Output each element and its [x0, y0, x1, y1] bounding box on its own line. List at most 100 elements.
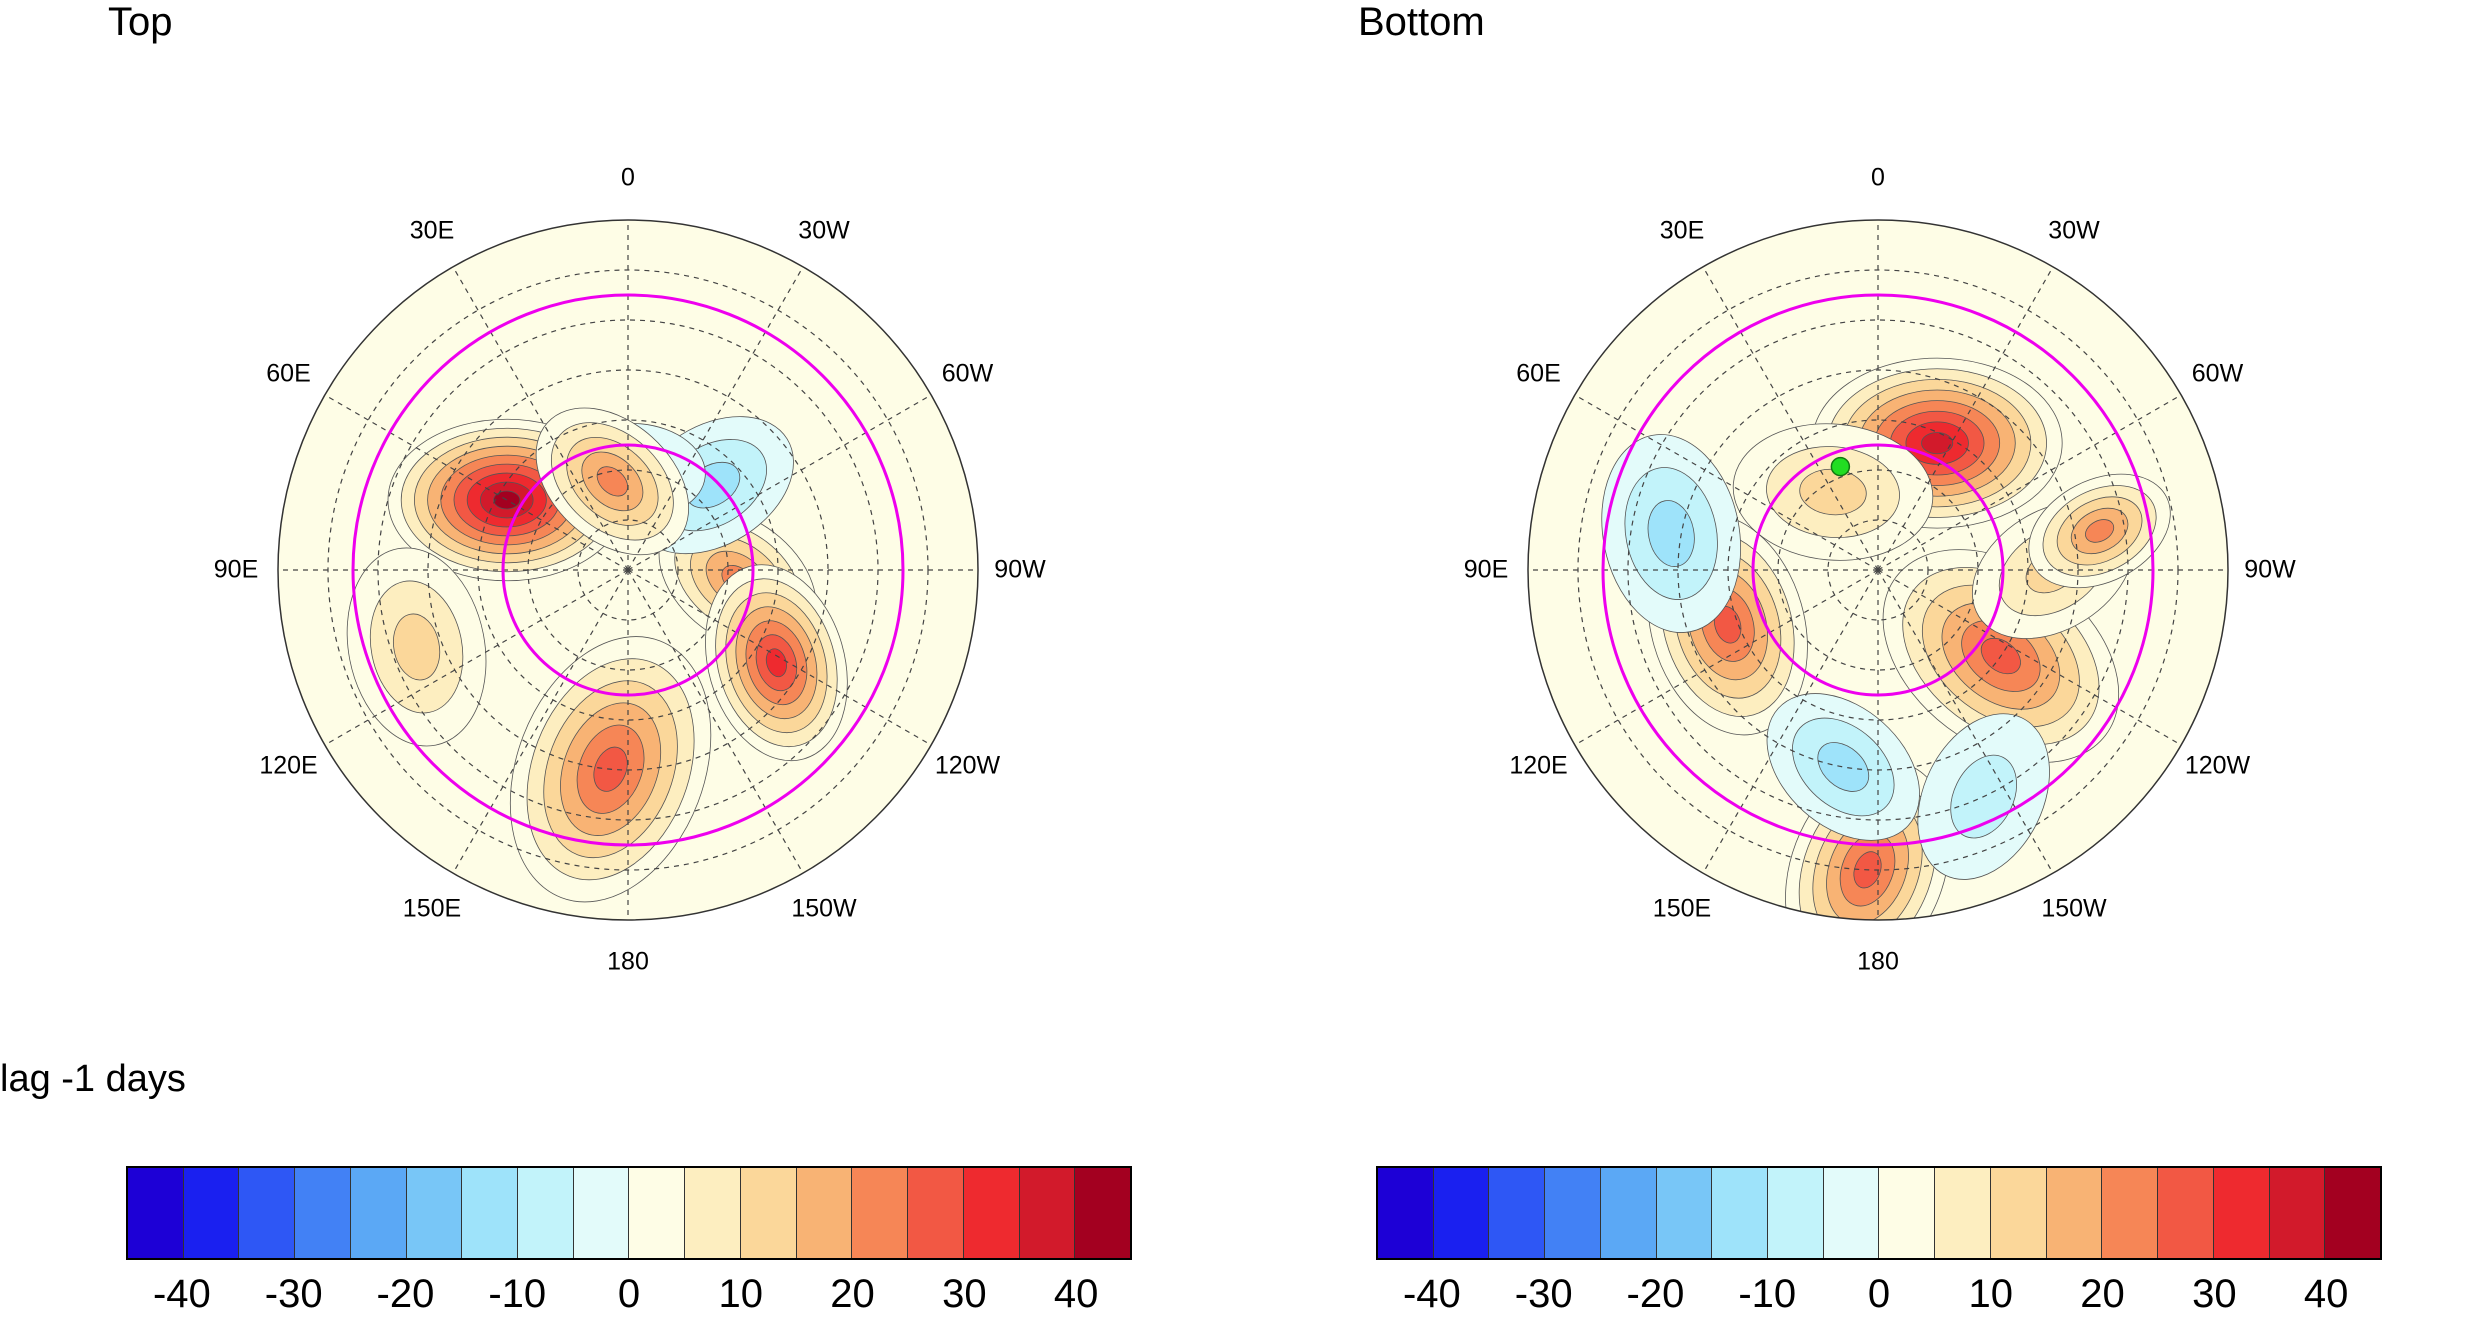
colorbar-tick-label: 20	[830, 1272, 875, 1316]
lon-label: 150E	[1652, 894, 1712, 923]
meridian-line	[452, 569, 629, 874]
lon-label: 30E	[409, 216, 455, 245]
colorbar-box	[2102, 1168, 2159, 1258]
lon-label: 120E	[1509, 751, 1568, 780]
colorbar-box	[1600, 1168, 1657, 1258]
meridian-line	[1574, 394, 1879, 571]
colorbar-box	[740, 1168, 797, 1258]
colorbar-box	[1656, 1168, 1713, 1258]
colorbar-tick-label: -20	[1626, 1272, 1685, 1316]
highlight-ring	[1751, 443, 2005, 697]
lon-label: 120E	[259, 751, 318, 780]
colorbar-box	[1075, 1168, 1130, 1258]
colorbar-box	[629, 1168, 686, 1258]
colorbar-tick-label: 40	[2303, 1272, 2349, 1316]
colorbar-box	[908, 1168, 964, 1258]
map-border	[277, 219, 979, 921]
colorbar-box	[1378, 1168, 1434, 1258]
colorbar-tick-label: -30	[264, 1272, 323, 1316]
colorbar-box	[128, 1168, 184, 1258]
colorbar-tick-label: 30	[2192, 1272, 2237, 1316]
colorbar-box	[1823, 1168, 1880, 1258]
colorbar-tick-label: -10	[488, 1272, 547, 1316]
lon-label: 60E	[1516, 359, 1561, 388]
meridian-line	[1702, 266, 1879, 571]
lon-label: 0	[621, 163, 635, 192]
meridian-line	[627, 266, 804, 571]
meridian-line	[1702, 569, 1879, 874]
lon-label: 180	[1857, 947, 1899, 976]
meridian-line	[324, 394, 629, 571]
lon-label: 150W	[791, 894, 857, 923]
colorbar-tick-label: -20	[376, 1272, 435, 1316]
meridian-line	[1877, 569, 2054, 874]
colorbar-right	[1376, 1166, 2382, 1260]
colorbar-box	[518, 1168, 574, 1258]
lon-label: 120W	[934, 751, 1001, 780]
highlight-ring	[351, 293, 905, 847]
meridian-line	[627, 569, 804, 874]
panel-title-bottom: Bottom	[1358, 0, 1485, 44]
colorbar-box	[852, 1168, 909, 1258]
highlight-ring	[501, 443, 755, 697]
lon-label: 120W	[2184, 751, 2251, 780]
lon-label: 60W	[2191, 359, 2244, 388]
colorbar-tick-label: 0	[617, 1272, 641, 1316]
colorbar-box	[1990, 1168, 2047, 1258]
meridian-line	[1574, 569, 1879, 746]
colorbar-box	[1879, 1168, 1936, 1258]
colorbar-box	[1433, 1168, 1490, 1258]
meridian-line	[1877, 394, 2182, 571]
lon-label: 30W	[2048, 216, 2100, 245]
lon-label: 0	[1871, 163, 1885, 192]
colorbar-left	[126, 1166, 1132, 1260]
colorbar-box	[462, 1168, 519, 1258]
highlight-ring	[1601, 293, 2155, 847]
colorbar-box	[2269, 1168, 2326, 1258]
colorbar-box	[1019, 1168, 1076, 1258]
colorbar-box	[1935, 1168, 1991, 1258]
anomaly-contour	[596, 466, 629, 497]
colorbar-box	[1712, 1168, 1769, 1258]
colorbar-tick-label: 20	[2080, 1272, 2125, 1316]
colorbar-tick-label: -10	[1738, 1272, 1797, 1316]
colorbar-tick-label: -40	[1402, 1272, 1461, 1316]
colorbar-tick-label: -40	[152, 1272, 211, 1316]
colorbar-box	[963, 1168, 1020, 1258]
colorbar-tick-label: 10	[718, 1272, 764, 1316]
colorbar-box	[295, 1168, 351, 1258]
colorbar-box	[2325, 1168, 2380, 1258]
lon-label: 60E	[266, 359, 311, 388]
colorbar-box	[1545, 1168, 1601, 1258]
station-marker	[1830, 456, 1851, 477]
colorbar-box	[573, 1168, 630, 1258]
lon-label: 90W	[994, 555, 1046, 584]
lon-label: 150E	[402, 894, 462, 923]
colorbar-box	[685, 1168, 741, 1258]
lon-label: 90E	[1463, 555, 1509, 584]
anomaly-contour	[1817, 742, 1870, 792]
lon-label: 90E	[213, 555, 259, 584]
meridian-line	[627, 569, 932, 746]
lon-label: 150W	[2041, 894, 2107, 923]
anomaly-contour	[1921, 432, 1954, 455]
colorbar-box	[796, 1168, 853, 1258]
polar-map-top	[277, 219, 979, 921]
colorbar-tick-label: 40	[1053, 1272, 1099, 1316]
meridian-line	[627, 394, 932, 571]
anomaly-contour	[765, 648, 787, 678]
meridian-line	[324, 569, 629, 746]
colorbar-box	[1489, 1168, 1546, 1258]
colorbar-box	[183, 1168, 240, 1258]
colorbar-tick-label: 10	[1968, 1272, 2014, 1316]
colorbar-tick-label: -30	[1514, 1272, 1573, 1316]
anomaly-contour	[393, 613, 441, 681]
colorbar-box	[2213, 1168, 2270, 1258]
lon-label: 90W	[2244, 555, 2296, 584]
anomaly-contour	[2085, 519, 2115, 543]
meridian-line	[1877, 266, 2054, 571]
map-border	[1527, 219, 2229, 921]
lon-label: 30W	[798, 216, 850, 245]
colorbar-box	[239, 1168, 296, 1258]
meridian-line	[452, 266, 629, 571]
